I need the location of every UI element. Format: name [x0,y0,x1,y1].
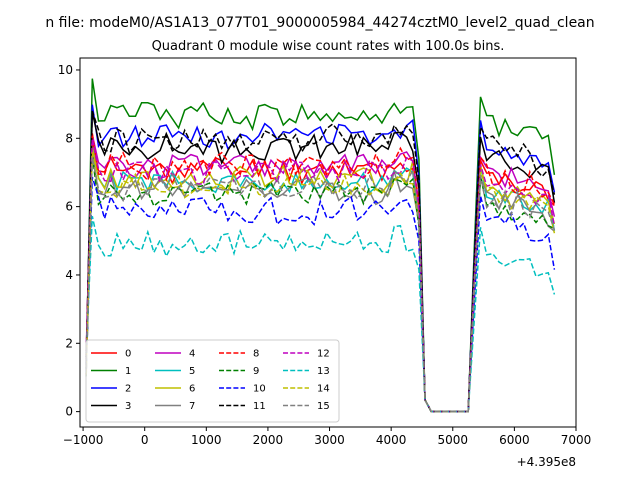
x-tick-label: 1000 [191,433,222,447]
legend-label-1: 1 [125,366,131,377]
x-tick-label: 0 [141,433,149,447]
legend-label-5: 5 [189,366,195,377]
x-tick-label: 6000 [499,433,530,447]
y-tick-label: 4 [65,268,73,282]
legend-label-10: 10 [253,384,266,395]
legend-label-8: 8 [253,349,259,360]
series-line-12 [85,138,556,413]
x-tick-label: 5000 [437,433,468,447]
y-tick-label: 2 [65,336,73,350]
legend-label-15: 15 [317,401,330,412]
y-tick-label: 0 [65,405,73,419]
series-line-8 [85,133,556,413]
plot-lines [85,78,556,413]
legend-label-9: 9 [253,366,259,377]
series-line-14 [85,152,556,413]
x-tick-label: 3000 [314,433,345,447]
series-line-11 [85,110,556,413]
x-tick-label: 4000 [376,433,407,447]
y-tick-label: 10 [58,63,73,77]
x-tick-label: −1000 [63,433,104,447]
legend-label-2: 2 [125,384,131,395]
y-axis: 0 2 4 6 8 10 [58,63,80,419]
legend-label-7: 7 [189,401,195,412]
series-line-13 [85,216,556,413]
series-line-15 [85,157,556,413]
legend-label-6: 6 [189,384,195,395]
legend-label-12: 12 [317,349,330,360]
figure-suptitle: n file: modeM0/AS1A13_077T01_9000005984_… [45,15,594,31]
legend-label-4: 4 [189,349,195,360]
y-tick-label: 6 [65,200,73,214]
x-tick-label: 7000 [561,433,592,447]
chart-title: Quadrant 0 module wise count rates with … [152,39,505,54]
series-line-10 [85,176,556,413]
plot-frame [79,57,577,428]
series-line-9 [85,155,555,413]
legend-label-13: 13 [317,366,330,377]
x-tick-label: 2000 [253,433,284,447]
legend-label-11: 11 [253,401,266,412]
legend-label-3: 3 [125,401,131,412]
x-axis: −1000 0 1000 2000 3000 4000 5000 6000 7000 [63,427,591,447]
y-tick-label: 8 [65,131,73,145]
x-offset-label: +4.395e8 [517,455,576,469]
legend-label-14: 14 [317,384,330,395]
legend-box [85,339,340,423]
legend-label-0: 0 [125,349,131,360]
